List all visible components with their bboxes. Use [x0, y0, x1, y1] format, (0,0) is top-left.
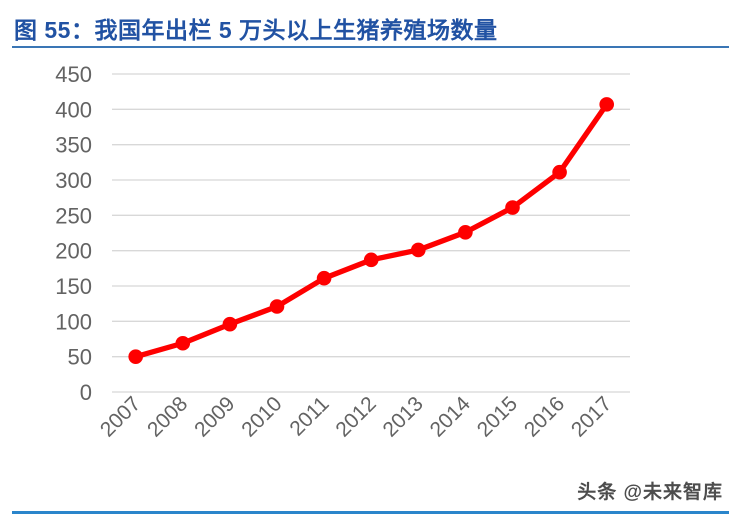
- y-tick-label: 250: [55, 203, 92, 228]
- x-tick-label: 2007: [96, 392, 145, 441]
- y-tick-label: 450: [55, 62, 92, 87]
- x-tick-label: 2008: [143, 392, 192, 441]
- data-point-marker: [175, 335, 191, 351]
- y-tick-label: 50: [68, 345, 92, 370]
- y-tick-label: 150: [55, 274, 92, 299]
- x-tick-label: 2013: [379, 392, 428, 441]
- figure-title: 图 55：我国年出栏 5 万头以上生猪养殖场数量: [14, 17, 498, 43]
- y-tick-label: 300: [55, 168, 92, 193]
- watermark: 头条 @未来智库: [577, 482, 723, 503]
- x-tick-label: 2009: [190, 392, 239, 441]
- x-tick-label: 2017: [567, 392, 616, 441]
- y-tick-label: 100: [55, 309, 92, 334]
- y-tick-label: 400: [55, 97, 92, 122]
- y-tick-label: 200: [55, 239, 92, 264]
- data-point-marker: [269, 299, 285, 314]
- x-tick-label: 2014: [426, 392, 476, 442]
- data-point-marker: [552, 164, 567, 180]
- y-tick-label: 350: [55, 133, 92, 158]
- data-point-marker: [599, 97, 614, 112]
- data-point-marker: [316, 270, 332, 286]
- title-divider: [12, 46, 729, 48]
- x-tick-label: 2016: [520, 392, 569, 441]
- data-point-marker: [411, 242, 426, 258]
- data-point-marker: [505, 200, 520, 215]
- x-tick-label: 2010: [237, 392, 286, 441]
- x-tick-label: 2011: [285, 392, 333, 440]
- y-tick-label: 0: [80, 380, 92, 405]
- bottom-divider: [12, 511, 729, 514]
- x-tick-label: 2015: [473, 392, 522, 441]
- data-point-marker: [222, 316, 238, 332]
- data-point-marker: [363, 252, 379, 268]
- series-line: [133, 101, 610, 360]
- data-point-marker: [128, 349, 143, 364]
- data-point-marker: [458, 224, 473, 240]
- x-tick-label: 2012: [331, 392, 380, 441]
